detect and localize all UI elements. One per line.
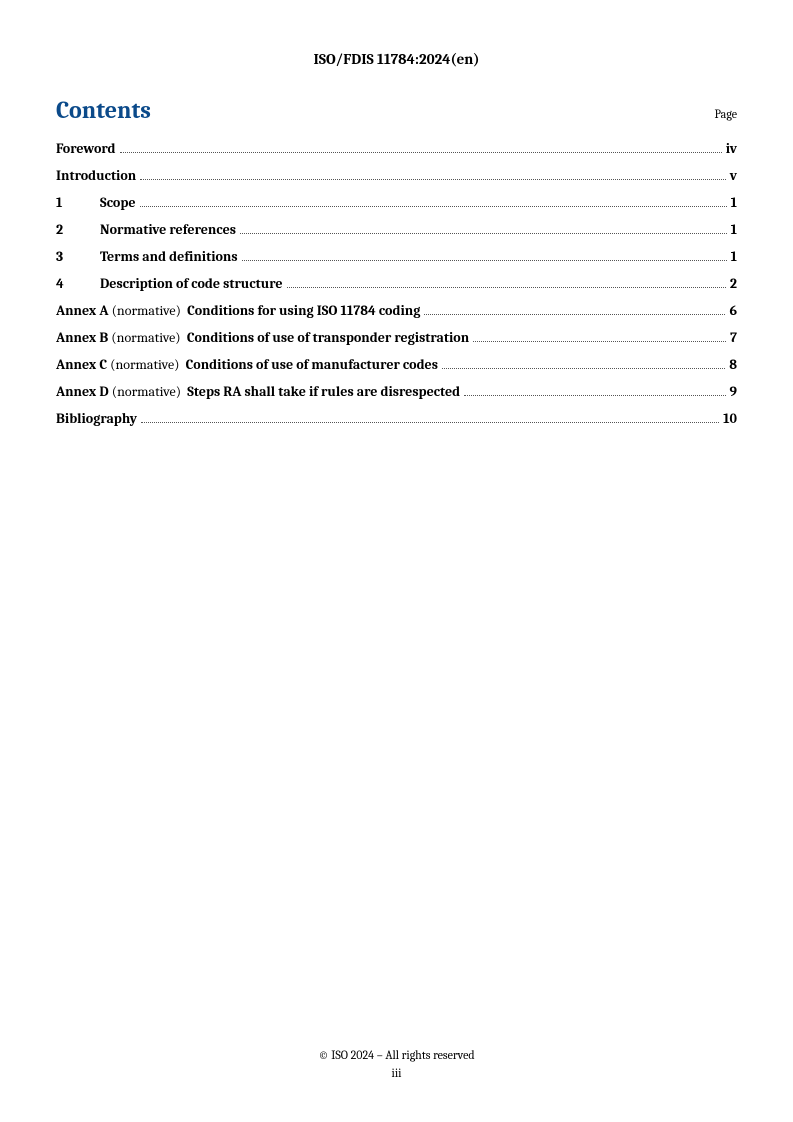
toc-entry-page: 1 xyxy=(731,246,737,267)
toc-entry-page: 1 xyxy=(731,219,737,240)
toc-entry-label: Description of code structure xyxy=(100,273,283,294)
toc-entry-label: Normative references xyxy=(100,219,236,240)
toc-entry-page: v xyxy=(730,165,737,186)
toc-annex-title: Steps RA shall take if rules are disresp… xyxy=(187,383,460,400)
toc-annex-note: (normative) xyxy=(112,383,181,400)
toc-entry: Introduction v xyxy=(56,165,737,186)
toc-leader xyxy=(473,329,726,342)
toc-annex-note: (normative) xyxy=(112,302,181,319)
toc-leader xyxy=(424,302,725,315)
page-column-label: Page xyxy=(715,107,737,121)
toc-section-number: 2 xyxy=(56,219,100,240)
toc-annex-prefix: Annex D xyxy=(56,383,109,400)
toc-entry: Annex D (normative) Steps RA shall take … xyxy=(56,381,737,402)
toc-annex-title: Conditions of use of manufacturer codes xyxy=(186,356,438,373)
toc-entry: Annex C (normative) Conditions of use of… xyxy=(56,354,737,375)
toc-entry-label: Scope xyxy=(100,192,136,213)
toc-entry: 3Terms and definitions 1 xyxy=(56,246,737,267)
toc-leader xyxy=(120,140,722,153)
toc-leader xyxy=(442,356,725,369)
toc-annex-title: Conditions for using ISO 11784 coding xyxy=(187,302,420,319)
contents-title: Contents xyxy=(56,96,151,124)
toc-entry-page: 1 xyxy=(731,192,737,213)
toc-section-number: 1 xyxy=(56,192,100,213)
toc-entry-page: 9 xyxy=(730,381,737,402)
toc-entry-page: 6 xyxy=(729,300,737,321)
toc-leader xyxy=(242,248,727,261)
toc-entry-label: Foreword xyxy=(56,138,116,159)
toc-annex-title: Conditions of use of transponder registr… xyxy=(187,329,469,346)
toc-leader xyxy=(141,410,719,423)
toc-leader xyxy=(240,221,727,234)
toc-leader xyxy=(287,275,726,288)
toc-leader xyxy=(140,194,727,207)
toc-entry-label: Terms and definitions xyxy=(100,246,238,267)
toc-annex-note: (normative) xyxy=(110,356,179,373)
toc-entry: Bibliography 10 xyxy=(56,408,737,429)
toc-entry-label: Bibliography xyxy=(56,408,137,429)
toc-section-number: 4 xyxy=(56,273,100,294)
toc-section-number: 3 xyxy=(56,246,100,267)
toc-annex-prefix: Annex B xyxy=(56,329,108,346)
toc-entry: 4Description of code structure 2 xyxy=(56,273,737,294)
toc-entry: 2Normative references 1 xyxy=(56,219,737,240)
toc-entry: Foreword iv xyxy=(56,138,737,159)
toc-entry-page: 2 xyxy=(730,273,737,294)
toc-leader xyxy=(464,383,725,396)
page-number: iii xyxy=(0,1064,793,1082)
toc-annex-label: Annex B (normative) Conditions of use of… xyxy=(56,327,469,348)
copyright-text: © ISO 2024 – All rights reserved xyxy=(0,1046,793,1064)
toc-annex-prefix: Annex A xyxy=(56,302,108,319)
toc-entry-page: 7 xyxy=(730,327,737,348)
toc-annex-prefix: Annex C xyxy=(56,356,107,373)
toc-entry-page: 8 xyxy=(729,354,737,375)
toc-entry-page: 10 xyxy=(723,408,737,429)
toc-entry-page: iv xyxy=(726,138,737,159)
toc-entry: Annex B (normative) Conditions of use of… xyxy=(56,327,737,348)
toc-annex-label: Annex D (normative) Steps RA shall take … xyxy=(56,381,460,402)
toc-entry: Annex A (normative) Conditions for using… xyxy=(56,300,737,321)
table-of-contents: ForewordivIntroductionv1Scope12Normative… xyxy=(56,138,737,435)
toc-annex-label: Annex A (normative) Conditions for using… xyxy=(56,300,420,321)
toc-annex-label: Annex C (normative) Conditions of use of… xyxy=(56,354,438,375)
toc-leader xyxy=(140,167,725,180)
document-id-header: ISO/FDIS 11784:2024(en) xyxy=(56,50,737,68)
toc-entry-label: Introduction xyxy=(56,165,136,186)
page-footer: © ISO 2024 – All rights reserved iii xyxy=(0,1046,793,1082)
toc-entry: 1Scope1 xyxy=(56,192,737,213)
toc-annex-note: (normative) xyxy=(111,329,180,346)
